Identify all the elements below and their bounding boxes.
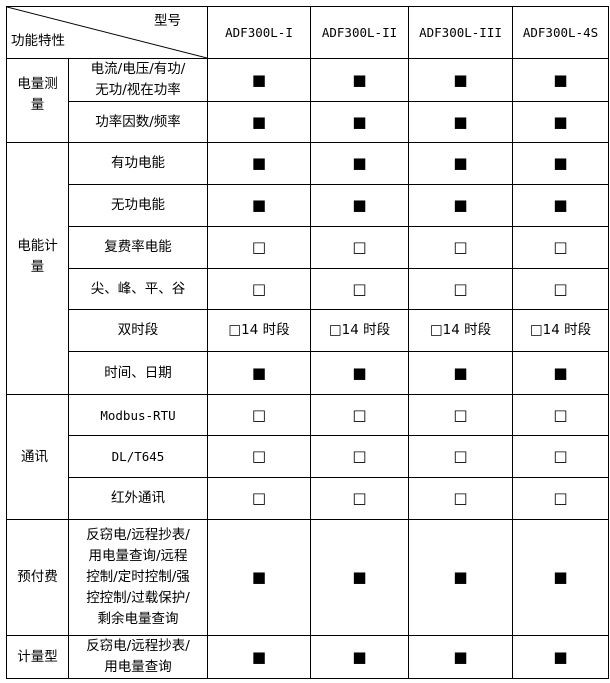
table-row: 通讯 Modbus-RTU □ □ □ □ — [6, 394, 609, 520]
feature-cell: DL/T645 — [68, 435, 208, 478]
table-row: 红外通讯 □ □ □ □ — [7, 477, 609, 520]
table-row: 功率因数/频率 ■ ■ ■ ■ — [7, 101, 609, 143]
value-cell: ■ — [512, 351, 609, 395]
value-cell: □ — [408, 477, 513, 520]
value-cell: ■ — [512, 101, 609, 143]
value-cell: ■ — [512, 142, 609, 185]
value-cell: ■ — [207, 184, 311, 227]
value-cell: ■ — [512, 184, 609, 227]
group-name: 计量型 — [17, 648, 58, 665]
value-cell: ■ — [512, 519, 609, 636]
value-cell: ■ — [310, 351, 409, 395]
model-header: ADF300L-I — [207, 6, 311, 59]
value-cell: ■ — [408, 351, 513, 395]
value-cell: □ — [310, 268, 409, 310]
table-row: 复费率电能 □ □ □ □ — [7, 226, 609, 269]
feature-cell: 尖、峰、平、谷 — [68, 268, 208, 310]
value-cell: ■ — [207, 635, 311, 679]
value-cell: ■ — [207, 142, 311, 185]
table-row: 无功电能 ■ ■ ■ ■ — [7, 184, 609, 227]
group-cell: 通讯 — [6, 394, 69, 520]
table-row: 时间、日期 ■ ■ ■ ■ — [7, 351, 609, 395]
feature-cell: 红外通讯 — [68, 477, 208, 520]
table-row: 计量型 反窃电/远程抄表/用电量查询 ■ ■ ■ ■ — [6, 635, 609, 679]
value-cell: ■ — [408, 519, 513, 636]
value-cell: □ — [310, 435, 409, 478]
group-cell: 预付费 — [6, 519, 69, 636]
value-cell: □14 时段 — [512, 309, 609, 352]
group-name: 电量测量 — [17, 76, 58, 113]
value-cell: ■ — [310, 519, 409, 636]
value-cell: □ — [408, 394, 513, 436]
feature-cell: 双时段 — [68, 309, 208, 352]
value-cell: ■ — [310, 142, 409, 185]
value-cell: ■ — [408, 101, 513, 143]
model-label: 型号 — [154, 13, 181, 29]
value-cell: □ — [408, 226, 513, 269]
value-cell: □ — [310, 394, 409, 436]
value-cell: ■ — [408, 635, 513, 679]
value-cell: ■ — [310, 184, 409, 227]
value-cell: ■ — [512, 635, 609, 679]
table-row: 尖、峰、平、谷 □ □ □ □ — [7, 268, 609, 310]
value-cell: ■ — [310, 58, 409, 102]
value-cell: □14 时段 — [207, 309, 311, 352]
value-cell: □ — [207, 394, 311, 436]
model-header: ADF300L-III — [408, 6, 513, 59]
feature-cell: 时间、日期 — [68, 351, 208, 395]
header-row: 型号 功能特性 ADF300L-I ADF300L-II ADF300L-III… — [6, 6, 609, 59]
value-cell: ■ — [310, 635, 409, 679]
table-row: 电能计量 有功电能 ■ ■ ■ ■ — [6, 142, 609, 395]
value-cell: □ — [512, 477, 609, 520]
corner-cell: 型号 功能特性 — [6, 6, 208, 59]
value-cell: □ — [207, 477, 311, 520]
table-row: 电量测量 电流/电压/有功/无功/视在功率 ■ ■ ■ ■ — [6, 58, 609, 143]
value-cell: ■ — [207, 101, 311, 143]
group-cell: 计量型 — [6, 635, 69, 679]
value-cell: □ — [310, 477, 409, 520]
value-cell: ■ — [512, 58, 609, 102]
value-cell: □ — [512, 435, 609, 478]
value-cell: □ — [207, 226, 311, 269]
value-cell: ■ — [408, 142, 513, 185]
value-cell: □ — [512, 226, 609, 269]
feature-cell: 复费率电能 — [68, 226, 208, 269]
feature-table: 型号 功能特性 ADF300L-I ADF300L-II ADF300L-III… — [6, 6, 609, 679]
feature-cell: 有功电能 — [68, 142, 208, 185]
group-cell: 电能计量 — [6, 142, 69, 395]
feature-label: 功能特性 — [11, 33, 65, 49]
group-name: 电能计量 — [17, 238, 58, 275]
feature-cell: 功率因数/频率 — [68, 101, 208, 143]
table-row: DL/T645 □ □ □ □ — [7, 435, 609, 478]
value-cell: □ — [408, 268, 513, 310]
feature-cell: 无功电能 — [68, 184, 208, 227]
value-cell: ■ — [207, 519, 311, 636]
model-header: ADF300L-4S — [512, 6, 609, 59]
value-cell: ■ — [408, 58, 513, 102]
feature-cell: 电流/电压/有功/无功/视在功率 — [68, 58, 208, 102]
value-cell: ■ — [310, 101, 409, 143]
group-name: 通讯 — [21, 448, 48, 465]
value-cell: □ — [512, 268, 609, 310]
value-cell: ■ — [408, 184, 513, 227]
table-row: 预付费 反窃电/远程抄表/用电量查询/远程 控制/定时控制/强 控控制/过载保护/剩余… — [6, 519, 609, 636]
feature-cell: 反窃电/远程抄表/用电量查询 — [68, 635, 208, 679]
value-cell: □ — [512, 394, 609, 436]
value-cell: □14 时段 — [408, 309, 513, 352]
feature-cell: 反窃电/远程抄表/用电量查询/远程 控制/定时控制/强 控控制/过载保护/剩余电量查… — [68, 519, 208, 636]
table-row: 双时段 □14 时段 □14 时段 □14 时段 □14 时段 — [7, 309, 609, 352]
value-cell: □14 时段 — [310, 309, 409, 352]
group-cell: 电量测量 — [6, 58, 69, 143]
value-cell: ■ — [207, 351, 311, 395]
value-cell: □ — [310, 226, 409, 269]
value-cell: □ — [207, 268, 311, 310]
feature-cell: Modbus-RTU — [68, 394, 208, 436]
group-name: 预付费 — [17, 569, 58, 585]
value-cell: □ — [408, 435, 513, 478]
value-cell: □ — [207, 435, 311, 478]
model-header: ADF300L-II — [310, 6, 409, 59]
value-cell: ■ — [207, 58, 311, 102]
